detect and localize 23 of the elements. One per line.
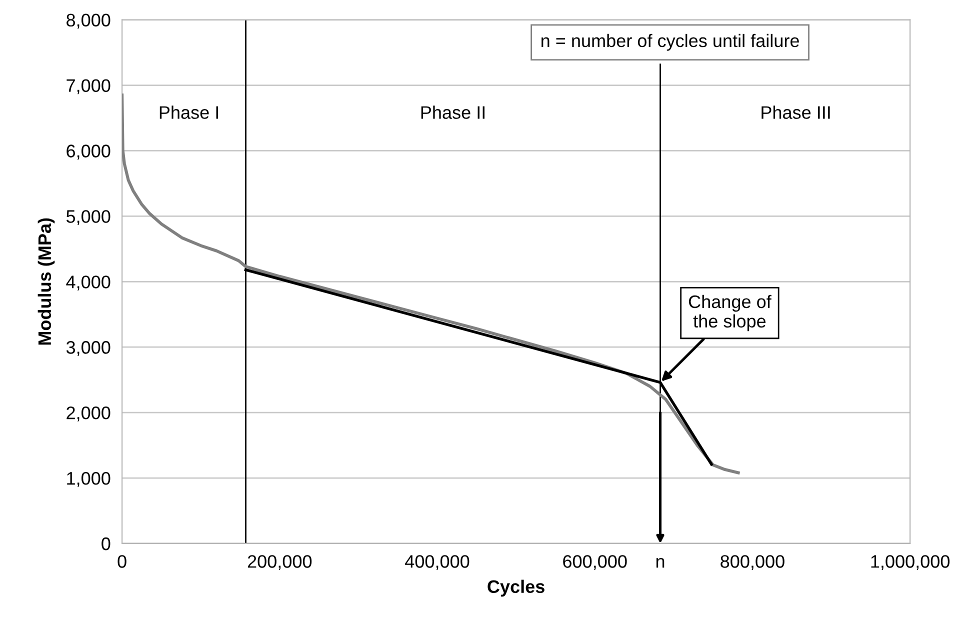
ref-line-label: n <box>656 558 664 568</box>
y-tick-label: 7,000 <box>66 79 110 94</box>
y-tick-label: 5,000 <box>66 210 110 226</box>
y-axis-title: Modulus (MPa) <box>38 218 55 345</box>
annotation: Phase I <box>160 106 218 119</box>
y-tick-label: 1,000 <box>67 472 110 487</box>
y-tick-label: 6,000 <box>66 144 110 160</box>
x-tick-label: 800,000 <box>720 555 784 570</box>
annotation: Change of the slope <box>688 294 772 332</box>
annotation: Phase III <box>762 106 830 119</box>
x-tick-label: 200,000 <box>248 555 312 570</box>
y-tick-label: 0 <box>102 537 110 550</box>
y-tick-label: 2,000 <box>66 406 110 422</box>
annotation: Phase II <box>421 106 484 119</box>
x-tick-label: 600,000 <box>563 555 627 570</box>
x-axis-title: Cycles <box>488 580 544 597</box>
x-tick-label: 400,000 <box>405 555 470 570</box>
y-tick-label: 4,000 <box>66 276 110 290</box>
y-tick-label: 3,000 <box>66 341 110 356</box>
y-tick-label: 8,000 <box>66 14 110 29</box>
x-tick-label: 1,000,000 <box>871 555 950 570</box>
x-tick-label: 0 <box>118 555 126 568</box>
annotation: n = number of cycles until failure <box>542 34 799 51</box>
